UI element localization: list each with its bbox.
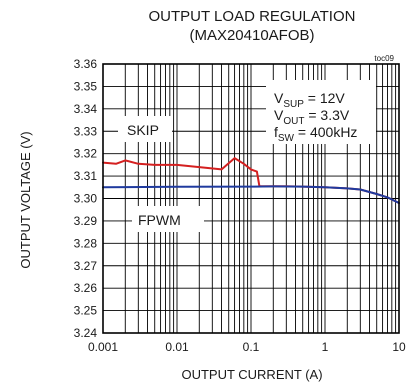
y-tick-label: 3.25 [74, 304, 98, 318]
x-tick-label: 0.001 [88, 340, 118, 354]
x-tick-label: 1 [322, 340, 329, 354]
data-series [102, 157, 400, 204]
y-tick-label: 3.30 [74, 192, 98, 206]
chart-subtitle: (MAX20410AFOB) [189, 27, 314, 44]
series-line-fpwm [102, 185, 400, 204]
figure-tag: toc09 [374, 54, 394, 63]
y-tick-label: 3.24 [74, 326, 98, 340]
fpwm-label-box [132, 206, 204, 232]
x-axis-title: OUTPUT CURRENT (A) [181, 367, 322, 382]
x-tick-label: 10 [392, 340, 406, 354]
conditions-annotation: VSUP = 12V VOUT = 3.3V fSW = 400kHz [274, 90, 357, 144]
y-tick-label: 3.34 [74, 102, 98, 116]
skip-label-box [118, 116, 172, 142]
y-tick-label: 3.27 [74, 259, 98, 273]
tick-labels: 3.24 3.25 3.26 3.27 3.28 3.29 3.30 3.31 3.32 3.33… [74, 57, 406, 354]
y-tick-label: 3.26 [74, 281, 98, 295]
x-tick-label: 0.01 [165, 340, 189, 354]
fsw-condition: fSW = 400kHz [274, 124, 357, 144]
y-tick-label: 3.31 [74, 169, 98, 183]
y-tick-label: 3.33 [74, 124, 98, 138]
fpwm-series-label: FPWM [138, 212, 181, 228]
skip-series-label: SKIP [127, 122, 159, 138]
x-tick-label: 0.1 [243, 340, 260, 354]
y-tick-label: 3.29 [74, 214, 98, 228]
chart-title: OUTPUT LOAD REGULATION [149, 8, 356, 25]
y-tick-label: 3.36 [74, 57, 98, 71]
plot-frame [102, 63, 400, 334]
y-tick-label: 3.32 [74, 147, 98, 161]
vout-condition: VOUT = 3.3V [274, 107, 350, 127]
y-tick-label: 3.28 [74, 236, 98, 250]
conditions-box [266, 80, 376, 144]
y-axis-title: OUTPUT VOLTAGE (V) [18, 131, 33, 268]
y-tick-label: 3.35 [74, 79, 98, 93]
vsup-condition: VSUP = 12V [274, 90, 345, 110]
